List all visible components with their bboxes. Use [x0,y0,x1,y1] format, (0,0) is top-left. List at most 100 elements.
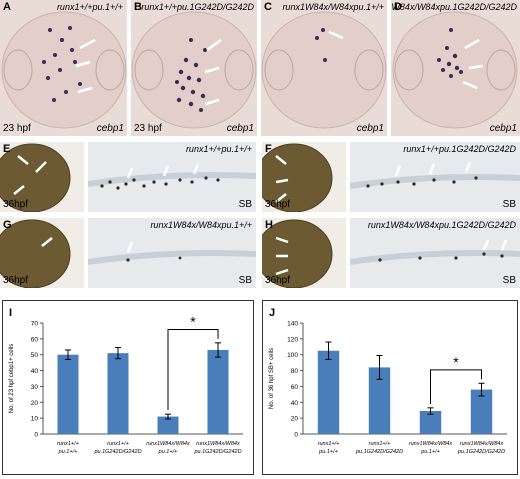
significance-bracket [430,369,482,404]
significance-label: * [453,354,459,370]
y-tick-label: 30 [31,384,39,391]
marker-label: cebp1 [96,123,124,134]
panel-f-trunk: runx1+/+pu.1G242D/G242D SB [350,142,520,212]
y-tick-label: 100 [287,352,298,359]
genotype-label: runx1+/+pu.1+/+ [56,2,123,12]
panel-label: G [3,219,12,231]
stage-label: 23 hpf [134,123,162,134]
eye-image [0,219,71,288]
x-tick-label: runx1W84x/W84x [409,441,453,447]
panel-label: B [134,1,142,13]
x-tick-label: pu.1G242D/G242D [193,449,241,455]
bar [368,367,391,434]
y-tick-label: 10 [31,416,39,423]
bar [107,353,129,434]
chart-j: J No. of 36 hpf SB+ cells 0 20 40 60 80 100 120 1… [262,300,518,475]
x-tick-label: runx1W84x/W84x [196,441,240,447]
y-tick-label: 0 [294,432,298,439]
eye-image [262,219,333,288]
panel-label: H [265,219,273,231]
x-tick-label: runx1+/+ [57,441,79,447]
genotype-label: runx1+/+pu.1G242D/G242D [141,2,254,12]
panel-label: F [265,143,272,155]
x-tick-label: pu.1+/+ [318,449,338,455]
x-tick-label: runx1+/+ [318,441,340,447]
region-label: SB [238,275,252,286]
chart-i-svg: I No. of 23 hpf cebp1+ cells 0 10 20 30 40 50 60… [9,307,243,455]
panel-e-eye: E 36hpf [0,142,84,212]
embryo-c-image [261,11,387,129]
panel-a: A runx1+/+pu.1+/+ 23 hpf cebp1 [0,0,127,136]
y-tick-label: 50 [31,352,39,359]
y-tick-label: 80 [291,368,299,375]
bar [207,349,229,434]
x-tick-label: runx1W84x/W84x [146,441,190,447]
y-tick-label: 70 [31,321,39,328]
region-label: SB [502,199,516,210]
panel-b: B runx1+/+pu.1G242D/G242D 23 hpf cebp1 [131,0,257,136]
panel-label: D [394,1,402,13]
panel-label: J [269,307,275,319]
genotype-label: runx1+/+pu.1G242D/G242D [403,144,516,154]
y-tick-label: 20 [31,400,39,407]
panel-f-eye: F 36hpf [262,142,346,212]
x-tick-label: pu.1+/+ [158,449,178,455]
bar [57,354,79,434]
x-tick-label: pu.1G242D/G242D [457,449,505,455]
panel-c: C runx1W84x/W84xpu.1+/+ cebp1 [261,0,387,136]
panel-h-eye: H 36hpf [262,218,346,288]
embryo-d-image [392,11,518,129]
eye-image [0,143,71,212]
embryo-b-image [131,11,257,129]
bar [157,416,179,434]
panel-h-trunk: runx1W84x/W84xpu.1G242D/G242D SB [350,218,520,288]
x-tick-label: runx1W84x/W84x [460,441,504,447]
y-tick-label: 20 [291,416,299,423]
trunk-image [88,241,256,265]
bar [470,389,493,434]
panel-d: D runx1W84x/W84xpu.1G242D/G242D cebp1 [391,0,520,136]
panel-e-trunk: runx1+/+pu.1+/+ SB [88,142,256,212]
panel-g-eye: G 36hpf [0,218,84,288]
chart-i: I No. of 23 hpf cebp1+ cells 0 10 20 30 40 50 60… [2,300,254,475]
y-axis-label: No. of 36 hpf SB+ cells [269,348,275,409]
panel-g-trunk: runx1W84x/W84xpu.1+/+ SB [88,218,256,288]
trunk-image [350,239,520,265]
y-tick-label: 60 [31,336,39,343]
y-tick-label: 120 [287,336,298,343]
x-tick-label: pu.1G242D/G242D [93,449,141,455]
panel-label: I [9,307,12,319]
marker-label: cebp1 [489,123,517,134]
region-label: SB [238,199,252,210]
y-axis-label: No. of 23 hpf cebp1+ cells [9,344,15,414]
x-tick-label: pu.1+/+ [58,449,78,455]
embryo-a-image [1,11,127,129]
significance-bracket [167,329,219,411]
bar [317,350,340,434]
panel-label: A [3,1,11,13]
stage-label: 36hpf [265,199,291,210]
x-tick-label: runx1+/+ [369,441,391,447]
panel-label: E [3,143,11,155]
genotype-label: runx1W84x/W84xpu.1+/+ [282,2,384,12]
y-tick-label: 140 [287,321,298,328]
genotype-label: runx1W84x/W84xpu.1G242D/G242D [367,220,516,230]
region-label: SB [502,275,516,286]
x-tick-label: pu.1G242D/G242D [355,449,403,455]
stage-label: 36hpf [3,199,29,210]
chart-j-svg: J No. of 36 hpf SB+ cells 0 20 40 60 80 100 120 1… [269,307,507,455]
genotype-label: runx1W84x/W84xpu.1+/+ [150,220,252,230]
x-tick-label: pu.1+/+ [420,449,440,455]
trunk-image [350,161,520,189]
marker-label: cebp1 [226,123,254,134]
panel-label: C [264,1,272,13]
y-tick-label: 40 [291,400,299,407]
stage-label: 36hpf [3,275,29,286]
y-tick-label: 60 [291,384,299,391]
genotype-label: runx1W84x/W84xpu.1G242D/G242D [391,2,517,12]
eye-image [262,143,333,212]
stage-label: 36hpf [265,275,291,286]
genotype-label: runx1+/+pu.1+/+ [185,144,252,154]
x-tick-label: runx1+/+ [107,441,129,447]
bar [419,411,442,434]
